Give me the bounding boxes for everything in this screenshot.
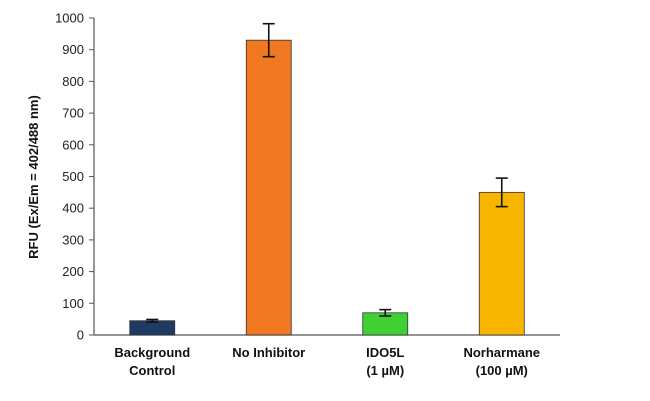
x-category-label: Control [129,363,175,378]
x-category-label: Background [114,345,190,360]
y-tick-label: 200 [62,264,84,279]
y-tick-label: 1000 [55,11,84,26]
bar [245,39,292,336]
error-bar [146,318,159,323]
y-tick-label: 300 [62,232,84,247]
x-category-label: Norharmane [463,345,540,360]
x-category-label: (1 µM) [366,363,404,378]
y-tick-label: 400 [62,201,84,216]
x-category-label: (100 µM) [476,363,528,378]
error-bar [262,22,275,58]
y-tick-label: 900 [62,42,84,57]
y-tick-label: 500 [62,169,84,184]
category-labels: Background Control No Inhibitor IDO5L (1 µM)… [114,345,540,378]
error-bar [379,308,392,317]
y-axis-title: RFU (Ex/Em = 402/488 nm) [26,95,41,259]
y-tick-label: 700 [62,106,84,121]
bars [129,22,525,336]
y-tick-label: 100 [62,296,84,311]
y-tick-label: 0 [77,328,84,343]
y-tick-label: 800 [62,74,84,89]
y-axis: 0 100 200 300 400 500 600 700 800 900 1000 [55,11,95,343]
bar [129,320,176,336]
error-bar [495,177,508,208]
y-tick-label: 600 [62,137,84,152]
x-category-label: IDO5L [366,345,404,360]
x-category-label: No Inhibitor [232,345,305,360]
bar [478,191,525,336]
